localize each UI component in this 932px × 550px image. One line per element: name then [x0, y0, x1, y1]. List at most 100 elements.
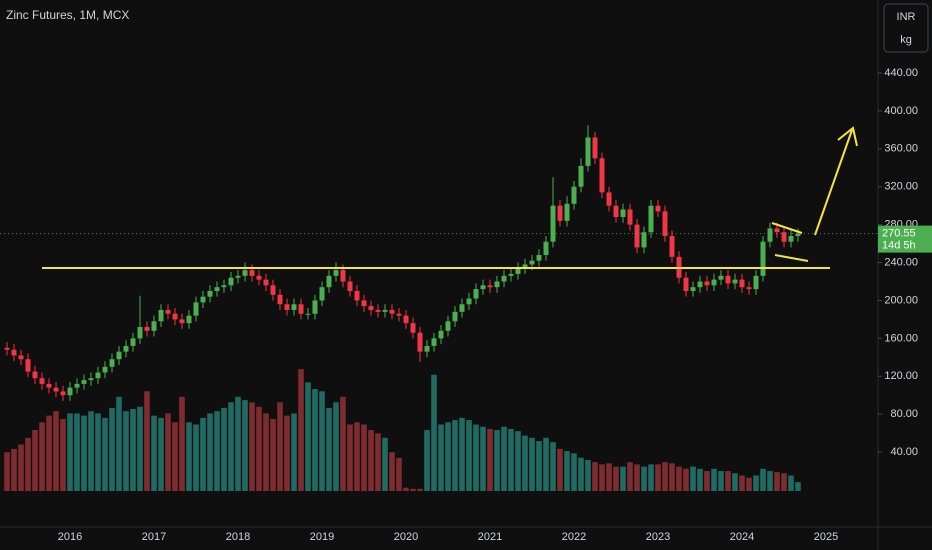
candle-body: [466, 298, 472, 305]
flag-bottom: [774, 254, 809, 262]
volume-bar: [347, 424, 353, 491]
volume-bar: [669, 463, 675, 491]
candle-body: [557, 205, 563, 221]
x-tick-label: 2021: [478, 531, 502, 543]
candle-body: [242, 270, 248, 276]
volume-bar: [529, 437, 535, 491]
candle-body: [438, 330, 444, 339]
volume-bar: [536, 441, 542, 491]
volume-bar: [718, 471, 724, 491]
countdown-label: 14d 5h: [882, 240, 916, 252]
candle-body: [95, 372, 101, 379]
volume-bar: [599, 464, 605, 491]
volume-bar: [123, 411, 129, 491]
volume-bar: [165, 413, 171, 491]
volume-bar: [704, 471, 710, 491]
volume-bar: [193, 424, 199, 491]
candle-body: [641, 232, 647, 248]
candle-body: [620, 209, 626, 218]
candle-body: [508, 273, 514, 276]
candle-body: [592, 137, 598, 159]
volume-bar: [179, 396, 185, 491]
y-tick-label: 240.00: [884, 256, 918, 268]
x-tick-label: 2025: [814, 531, 838, 543]
last-price-box: [878, 225, 932, 253]
volume-bar: [522, 435, 528, 491]
volume-bar: [760, 468, 766, 491]
candle-body: [256, 275, 262, 280]
volume-bar: [403, 487, 409, 491]
candle-body: [683, 277, 689, 291]
unit-box[interactable]: [883, 3, 929, 53]
volume-bar: [515, 431, 521, 491]
arrow-head: [837, 126, 858, 147]
candle-body: [606, 192, 612, 206]
candle-body: [690, 287, 696, 291]
candle-body: [767, 228, 773, 242]
candle-body: [11, 349, 17, 356]
volume-bar: [53, 411, 59, 491]
volume-bar: [18, 444, 24, 491]
candle-body: [158, 309, 164, 322]
volume-bar: [88, 411, 94, 491]
candle-body: [795, 233, 801, 237]
candle-body: [501, 275, 507, 282]
volume-bar: [186, 422, 192, 491]
candle-body: [60, 391, 66, 396]
candle-body: [277, 294, 283, 305]
candle-body: [32, 371, 38, 379]
chart-title: Zinc Futures, 1M, MCX: [6, 8, 129, 22]
candle-body: [228, 277, 234, 286]
volume-bar: [368, 430, 374, 491]
volume-bar: [641, 466, 647, 491]
candle-body: [53, 387, 59, 392]
candle-body: [774, 228, 780, 233]
volume-bar: [753, 475, 759, 491]
volume-bar: [221, 407, 227, 491]
volume-bar: [333, 402, 339, 491]
volume-bar: [277, 402, 283, 491]
volume-bar: [487, 428, 493, 491]
axes: 40.0080.00120.00160.00200.00240.00280.00…: [0, 67, 932, 543]
candle-body: [648, 205, 654, 233]
volume-layer: [4, 369, 801, 491]
candle-body: [116, 351, 122, 360]
candle-body: [669, 236, 675, 257]
volume-bar: [242, 400, 248, 491]
candle-body: [81, 380, 87, 384]
candle-body: [319, 287, 325, 301]
candle-body: [515, 268, 521, 274]
volume-bar: [480, 426, 486, 491]
unit[interactable]: kg: [900, 34, 912, 46]
x-tick-label: 2019: [310, 531, 334, 543]
candle-body: [347, 281, 353, 291]
volume-bar: [200, 417, 206, 491]
volume-bar: [74, 413, 80, 491]
y-tick-label: 360.00: [884, 143, 918, 155]
candle-body: [291, 304, 297, 310]
y-tick-label: 160.00: [884, 332, 918, 344]
volume-bar: [627, 462, 633, 491]
volume-bar: [228, 402, 234, 491]
volume-bar: [459, 417, 465, 491]
volume-bar: [95, 413, 101, 491]
y-tick-label: 440.00: [884, 67, 918, 79]
candle-body: [487, 285, 493, 288]
currency[interactable]: INR: [897, 11, 916, 23]
candle-body: [634, 224, 640, 248]
candle-body: [564, 203, 570, 221]
volume-bar: [284, 415, 290, 491]
x-tick-label: 2022: [562, 531, 586, 543]
volume-bar: [732, 473, 738, 491]
candle-body: [403, 315, 409, 324]
volume-bar: [683, 468, 689, 491]
candle-body: [123, 345, 129, 352]
volume-bar: [396, 457, 402, 491]
candle-body: [382, 309, 388, 312]
candle-body: [270, 285, 276, 295]
candle-body: [704, 281, 710, 286]
candle-body: [102, 366, 108, 373]
volume-bar: [67, 413, 73, 491]
volume-bar: [662, 462, 668, 491]
candle-body: [473, 289, 479, 299]
